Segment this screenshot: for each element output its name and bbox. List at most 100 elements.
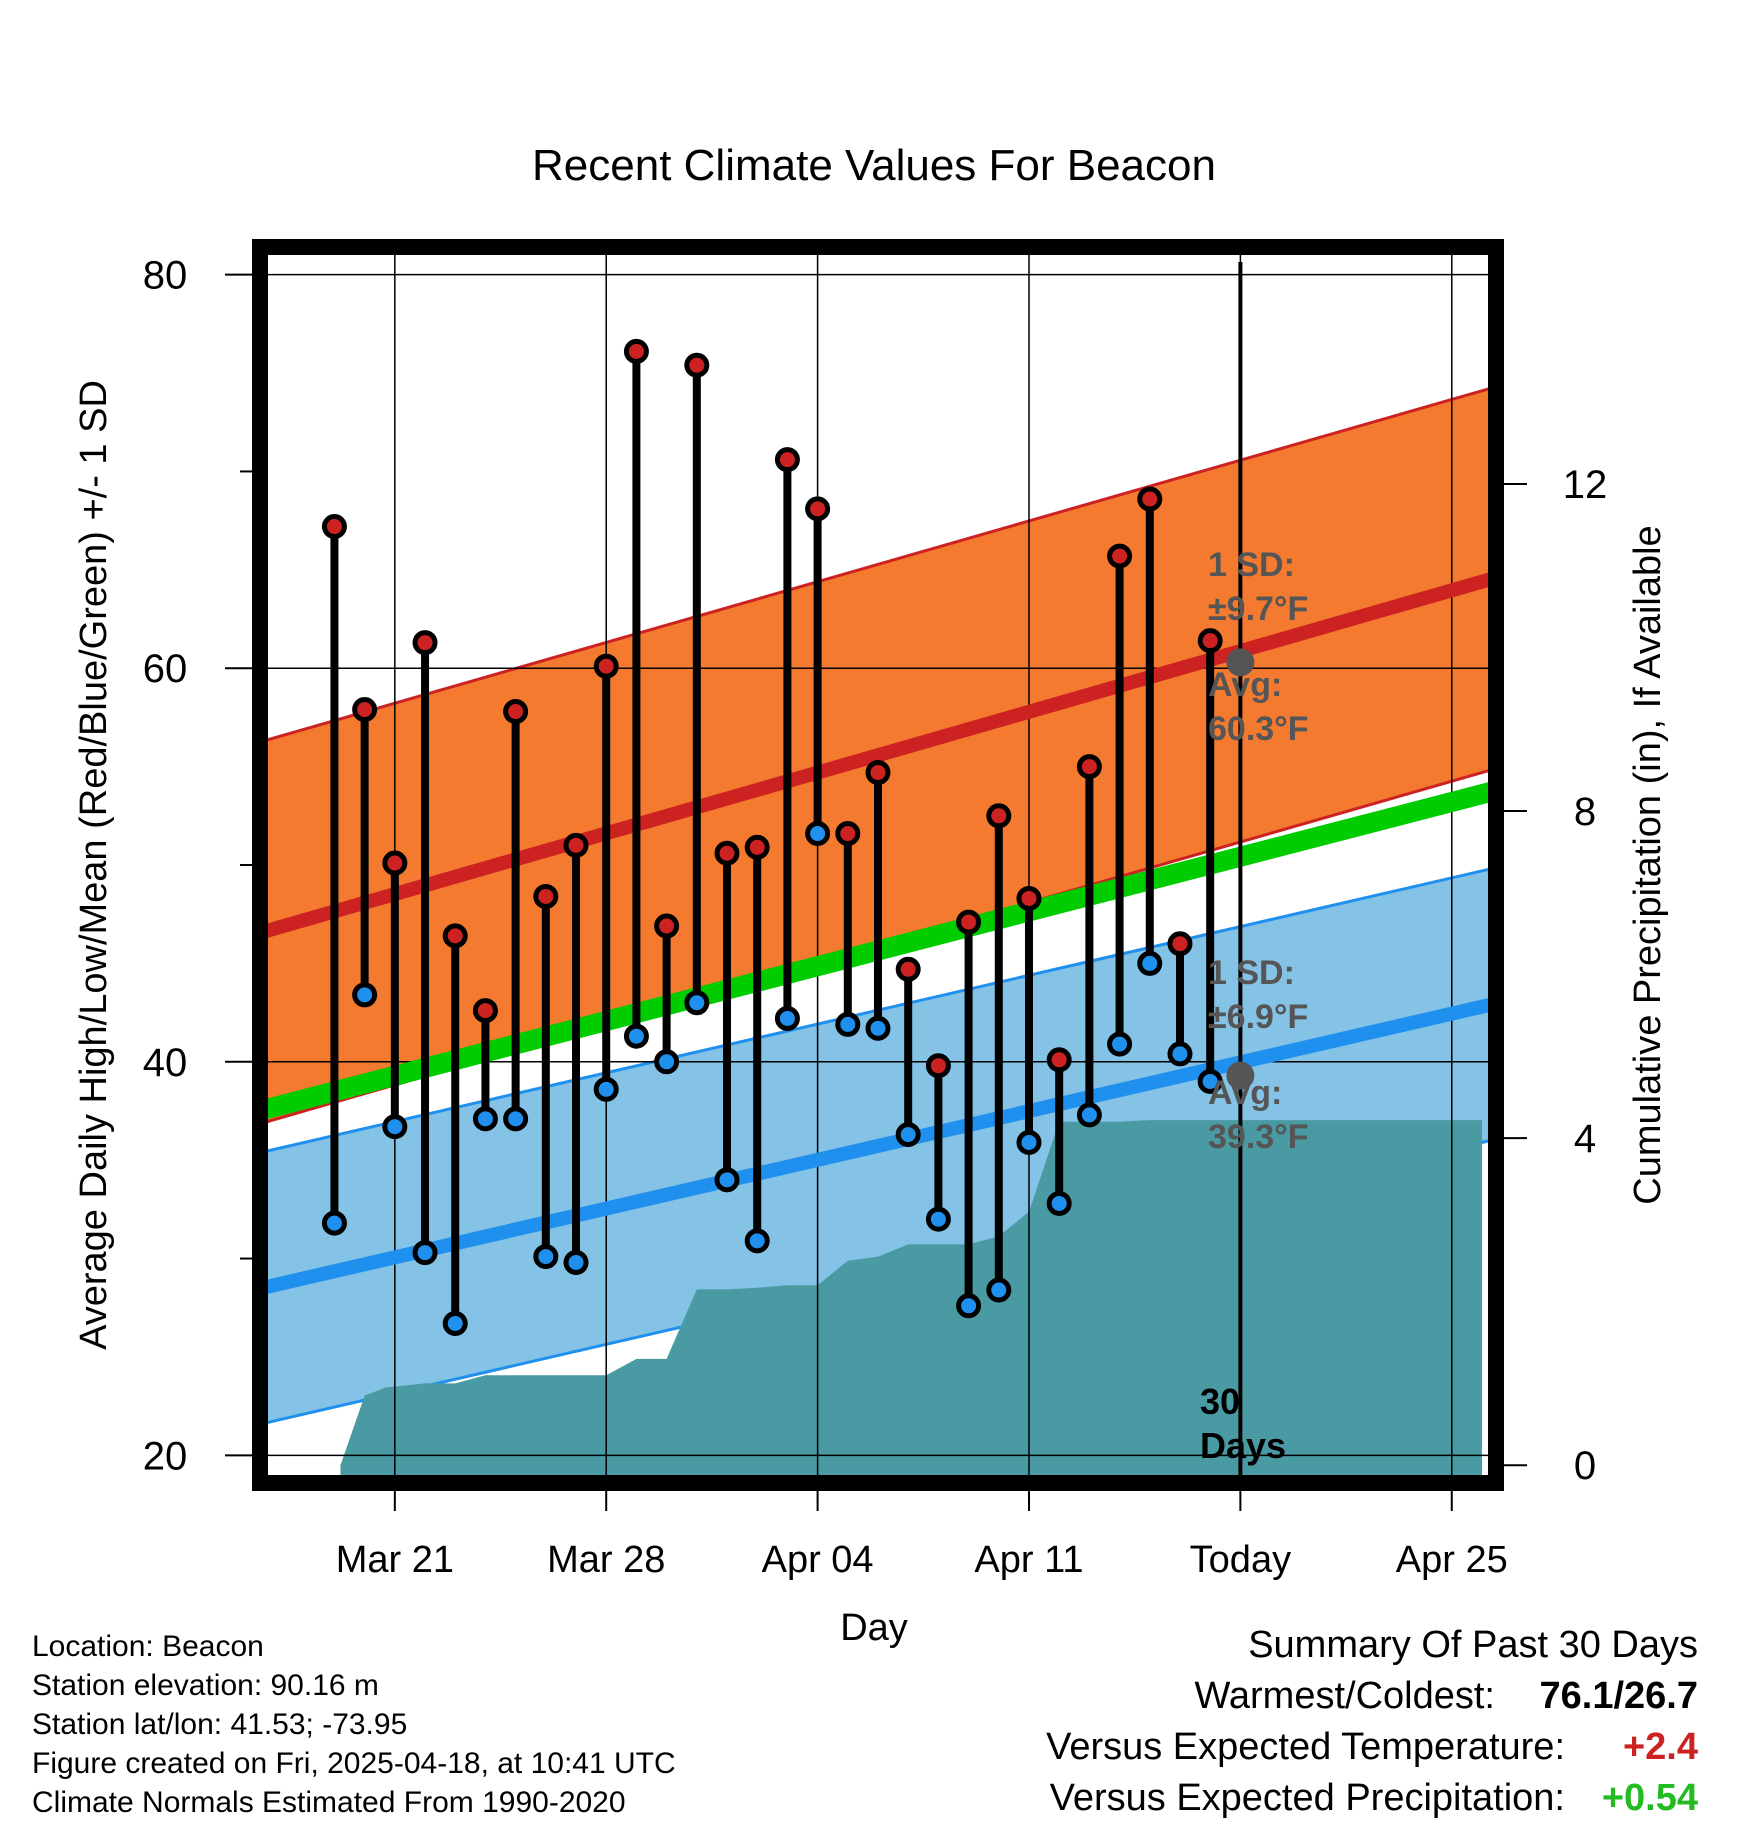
grid — [268, 255, 1488, 1475]
low-point — [654, 1049, 680, 1075]
y-tick-label: 60 — [143, 647, 188, 691]
today-days-word: Days — [1200, 1425, 1286, 1466]
high-point — [533, 883, 559, 909]
y2-tick-label: 8 — [1574, 790, 1596, 834]
low-point — [1107, 1031, 1133, 1057]
low-sd-label: 1 SD: — [1208, 954, 1295, 992]
high-point — [1137, 486, 1163, 512]
precip-area-group — [340, 1120, 1482, 1475]
low-point — [744, 1228, 770, 1254]
footer-elevation: Station elevation: 90.16 m — [32, 1669, 379, 1702]
x-tick-label: Apr 11 — [974, 1539, 1083, 1581]
high-avg-label: Avg: — [1208, 666, 1282, 704]
summary: Summary Of Past 30 Days Warmest/Coldest:… — [1046, 1624, 1698, 1819]
high-point — [1016, 885, 1042, 911]
low-point — [774, 1005, 800, 1031]
low-point — [352, 982, 378, 1008]
low-point — [714, 1167, 740, 1193]
high-point — [1076, 754, 1102, 780]
x-tick-label: Mar 28 — [547, 1539, 665, 1581]
high-point — [1197, 628, 1223, 654]
precip-area — [340, 1120, 1482, 1475]
high-point — [472, 998, 498, 1024]
high-point — [714, 840, 740, 866]
low-point — [986, 1277, 1012, 1303]
low-point — [865, 1015, 891, 1041]
low-point — [593, 1076, 619, 1102]
high-point — [1107, 543, 1133, 569]
low-point — [1137, 950, 1163, 976]
normal-low-line — [268, 998, 1488, 1294]
low-point — [1076, 1102, 1102, 1128]
x-tick-label: Apr 25 — [1396, 1539, 1508, 1581]
high-point — [321, 514, 347, 540]
high-point — [1167, 931, 1193, 957]
daily-range-bars — [321, 338, 1223, 1336]
x-axis-label: Day — [840, 1607, 908, 1649]
high-point — [503, 699, 529, 725]
high-point — [744, 834, 770, 860]
x-tick-label: Mar 21 — [336, 1539, 454, 1581]
high-sd-value: ±9.7°F — [1208, 590, 1308, 628]
low-point — [1197, 1068, 1223, 1094]
footer: Location: Beacon Station elevation: 90.1… — [32, 1630, 676, 1819]
high-sd-label: 1 SD: — [1208, 546, 1295, 584]
low-point — [321, 1210, 347, 1236]
y-tick-label: 20 — [143, 1434, 188, 1478]
high-point — [352, 697, 378, 723]
high-point — [1046, 1047, 1072, 1073]
y-axis-label: Average Daily High/Low/Mean (Red/Blue/Gr… — [73, 380, 115, 1350]
footer-latlon: Station lat/lon: 41.53; -73.95 — [32, 1708, 407, 1741]
chart-title: Recent Climate Values For Beacon — [532, 141, 1216, 190]
summary-title: Summary Of Past 30 Days — [1248, 1624, 1698, 1666]
low-avg-label: Avg: — [1208, 1074, 1282, 1112]
y2-tick-label: 4 — [1574, 1117, 1596, 1161]
high-point — [895, 956, 921, 982]
summary-precip-value: +0.54 — [1602, 1777, 1698, 1819]
footer-created: Figure created on Fri, 2025-04-18, at 10… — [32, 1747, 676, 1780]
axis-ticks: 20 40 60 80 0 4 8 12 Mar 21 Mar 28 Apr 04 Apr 11 Tod… — [143, 254, 1608, 1581]
y2-axis-label: Cumulative Precipitation (in), If Availa… — [1627, 525, 1669, 1204]
high-point — [623, 338, 649, 364]
low-point — [1046, 1190, 1072, 1216]
low-point — [412, 1240, 438, 1266]
high-point — [382, 850, 408, 876]
low-point — [895, 1122, 921, 1148]
low-point — [925, 1206, 951, 1232]
today-days-count: 30 — [1200, 1381, 1240, 1422]
low-point — [533, 1244, 559, 1270]
high-point — [563, 832, 589, 858]
low-point — [472, 1106, 498, 1132]
high-point — [805, 496, 831, 522]
high-point — [986, 803, 1012, 829]
high-point — [956, 909, 982, 935]
x-tick-label: Apr 04 — [762, 1539, 874, 1581]
footer-location: Location: Beacon — [32, 1630, 264, 1663]
high-point — [412, 630, 438, 656]
high-point — [774, 447, 800, 473]
y-tick-label: 40 — [143, 1041, 188, 1085]
low-point — [563, 1249, 589, 1275]
summary-warm-cold-value: 76.1/26.7 — [1540, 1675, 1698, 1717]
low-point — [684, 990, 710, 1016]
high-point — [835, 821, 861, 847]
high-point — [684, 352, 710, 378]
y2-tick-label: 0 — [1574, 1444, 1596, 1488]
low-point — [956, 1293, 982, 1319]
low-point — [1016, 1129, 1042, 1155]
low-avg-value: 39.3°F — [1208, 1118, 1309, 1156]
annotations: 1 SD: ±9.7°F Avg: 60.3°F 1 SD: ±6.9°F Av… — [1200, 546, 1309, 1466]
plot-frame — [252, 239, 1504, 1491]
footer-normals: Climate Normals Estimated From 1990-2020 — [32, 1786, 626, 1819]
low-point — [1167, 1041, 1193, 1067]
avg-dots — [1226, 648, 1255, 1090]
y2-tick-label: 12 — [1563, 463, 1608, 507]
low-sd-value: ±6.9°F — [1208, 998, 1308, 1036]
low-point — [805, 821, 831, 847]
summary-precip-label: Versus Expected Precipitation: — [1050, 1777, 1565, 1819]
low-avg-dot — [1226, 1061, 1255, 1090]
low-point — [503, 1106, 529, 1132]
normal-high-line — [268, 572, 1488, 938]
summary-warm-cold-label: Warmest/Coldest: — [1194, 1675, 1495, 1717]
